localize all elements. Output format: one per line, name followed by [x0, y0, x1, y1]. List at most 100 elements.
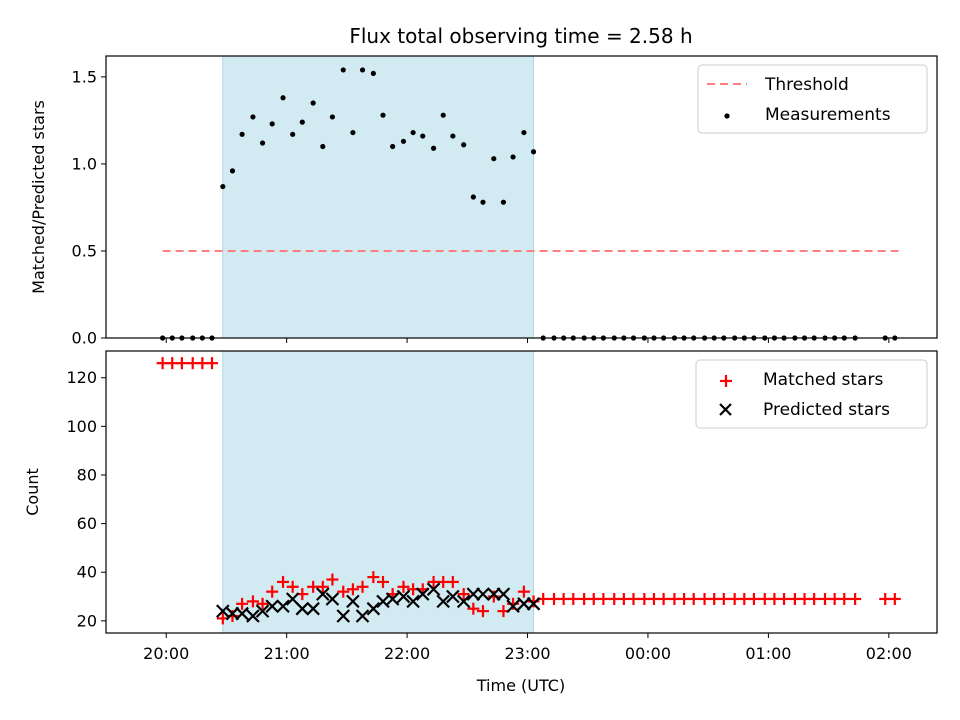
x-tick-label: 00:00 — [625, 644, 671, 663]
predicted-star-point — [376, 594, 390, 609]
measurement-point — [390, 143, 396, 150]
x-tick-label: 22:00 — [384, 644, 430, 663]
predicted-star-point — [246, 609, 260, 623]
y-tick-label: 0.5 — [72, 241, 97, 260]
measurement-point — [220, 183, 226, 190]
chart-title: Flux total observing time = 2.58 h — [349, 24, 692, 48]
predicted-star-point — [446, 589, 460, 604]
measurement-point — [269, 121, 275, 127]
measurement-point — [430, 145, 437, 151]
matched-star-point — [175, 357, 188, 370]
top-legend: Threshold Measurements — [697, 64, 928, 134]
bottom-y-label: Count — [23, 468, 42, 516]
matched-star-point — [717, 592, 730, 605]
measurement-point — [440, 112, 446, 118]
bottom-legend: Matched stars Predicted stars — [695, 359, 928, 429]
y-tick-label: 80 — [77, 465, 97, 484]
predicted-star-point — [276, 599, 290, 614]
matched-star-point — [446, 575, 459, 588]
y-tick-label: 100 — [66, 417, 97, 436]
matched-star-point — [849, 592, 862, 605]
bottom-predicted-stars — [216, 582, 541, 623]
top-panel: 0.0 0.5 1.0 1.5 Matched/Predicted stars Thr… — [29, 55, 938, 348]
predicted-star-point — [526, 597, 541, 611]
measurement-point — [500, 199, 507, 205]
y-tick-label: 0.0 — [72, 329, 97, 348]
legend-measurements-label: Measurements — [765, 105, 891, 125]
measurement-point — [299, 119, 305, 125]
matched-star-point — [256, 597, 269, 610]
measurement-point — [370, 70, 376, 77]
predicted-star-point — [476, 587, 490, 601]
x-tick-label: 02:00 — [866, 644, 912, 663]
y-tick-label: 60 — [77, 514, 97, 533]
bottom-axes-frame — [105, 350, 938, 634]
predicted-star-point — [366, 601, 381, 616]
top-legend-box — [697, 64, 928, 134]
y-tick-label: 1.5 — [72, 67, 97, 86]
matched-star-point — [326, 573, 339, 586]
matched-star-point — [346, 583, 359, 596]
measurement-point — [320, 143, 326, 150]
predicted-star-point — [355, 609, 370, 623]
matched-star-point — [888, 592, 901, 605]
x-tick-label: 01:00 — [745, 644, 791, 663]
matched-star-point — [457, 588, 470, 601]
predicted-star-point — [426, 582, 441, 597]
predicted-star-point — [235, 606, 249, 621]
matched-star-point — [527, 595, 540, 608]
y-tick-label: 40 — [77, 563, 97, 582]
y-tick-label: 20 — [77, 611, 97, 630]
matched-star-point — [597, 592, 610, 605]
measurement-point — [410, 129, 416, 136]
measurement-point — [470, 194, 476, 200]
matched-star-point — [808, 592, 821, 605]
predicted-star-point — [265, 599, 279, 614]
predicted-star-point — [517, 597, 531, 611]
bottom-matched-stars — [156, 357, 901, 625]
matched-star-point — [286, 580, 299, 593]
bottom-x-label: Time (UTC) — [476, 676, 565, 695]
measurement-point — [290, 131, 296, 137]
top-y-label: Matched/Predicted stars — [29, 100, 48, 294]
measurement-point — [259, 140, 266, 146]
top-x-ticks — [165, 338, 890, 343]
predicted-star-point — [506, 599, 520, 614]
predicted-star-point — [396, 589, 411, 604]
predicted-star-point — [336, 609, 351, 623]
measurement-point — [420, 133, 426, 139]
matched-star-point — [687, 592, 700, 605]
legend-measurements-swatch — [724, 113, 730, 119]
predicted-star-point — [487, 587, 501, 601]
legend-threshold-label: Threshold — [764, 75, 849, 95]
measurement-point — [229, 168, 236, 174]
top-axes-frame — [105, 55, 938, 339]
measurement-point — [380, 112, 386, 118]
legend-predicted-swatch — [719, 403, 732, 416]
bottom-x-axis: 20:00 21:00 22:00 23:00 00:00 01:00 02:00 — [143, 633, 912, 663]
matched-star-point — [517, 585, 530, 598]
predicted-star-point — [415, 587, 430, 601]
legend-predicted-label: Predicted stars — [763, 400, 890, 420]
y-tick-label: 120 — [66, 368, 97, 387]
predicted-star-point — [406, 594, 420, 609]
measurement-point — [239, 131, 245, 137]
measurement-point — [510, 154, 516, 160]
matched-star-point — [476, 605, 489, 618]
measurement-point — [461, 142, 467, 148]
measurement-point — [340, 67, 346, 73]
measurement-point — [530, 149, 537, 155]
matched-star-point — [205, 357, 218, 370]
measurement-point — [329, 114, 336, 120]
measurement-point — [480, 199, 486, 205]
x-tick-label: 23:00 — [504, 644, 550, 663]
matched-star-point — [838, 592, 851, 605]
measurement-point — [450, 133, 456, 139]
y-tick-label: 1.0 — [72, 154, 97, 173]
measurement-point — [250, 114, 256, 120]
measurement-point — [350, 129, 356, 136]
bottom-y-axis: 20 40 60 80 100 120 — [66, 368, 106, 630]
predicted-star-point — [295, 601, 310, 616]
matched-star-point — [277, 575, 290, 588]
matched-star-point — [246, 595, 259, 608]
